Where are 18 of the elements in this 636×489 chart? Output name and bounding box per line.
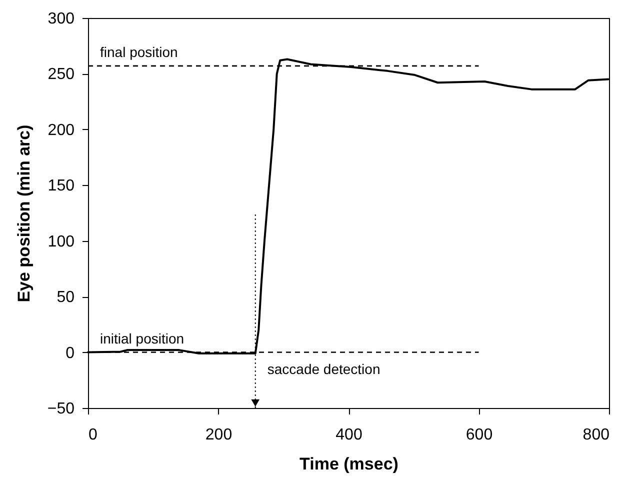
y-tick-label: 50 <box>56 289 75 306</box>
ref-line-label: saccade detection <box>267 361 380 377</box>
y-tick-label: 250 <box>48 66 75 84</box>
x-axis-title: Time (msec) <box>300 454 398 474</box>
x-tick-label: 600 <box>466 426 493 444</box>
y-tick-label: 0 <box>66 344 75 362</box>
ref-line-label: initial position <box>100 330 184 346</box>
y-tick-label: 150 <box>48 178 75 195</box>
x-tick-label: 0 <box>88 426 98 444</box>
x-tick-label: 200 <box>205 426 232 444</box>
y-tick-label: 200 <box>48 122 75 139</box>
y-tick-label: −50 <box>47 400 75 418</box>
x-tick-label: 800 <box>582 426 610 444</box>
y-axis-title: Eye position (min arc) <box>14 124 34 302</box>
y-tick-label: 100 <box>48 233 75 250</box>
ref-line-label: final position <box>100 44 178 60</box>
y-tick-label: 300 <box>48 10 75 28</box>
x-tick-label: 400 <box>336 426 362 444</box>
